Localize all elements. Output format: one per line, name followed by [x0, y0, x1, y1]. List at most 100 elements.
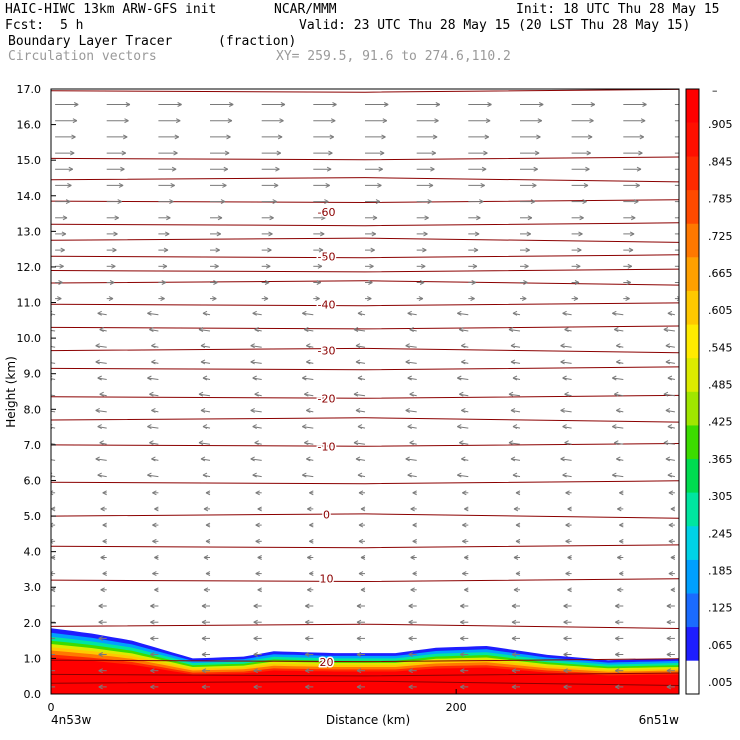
vector-head — [410, 506, 415, 512]
vector-head — [98, 635, 103, 641]
vector-head — [667, 375, 673, 381]
vector-head — [306, 343, 311, 349]
vector-head — [412, 522, 417, 528]
temperature-contour-label: 10 — [320, 572, 334, 585]
vector-head — [255, 522, 260, 528]
vector-shaft — [95, 345, 107, 348]
vector-head — [405, 359, 410, 365]
vector-head — [151, 456, 156, 462]
temperature-contour-label: -30 — [318, 345, 336, 358]
vector-head — [480, 182, 485, 188]
colorbar-label: .305 — [708, 490, 733, 503]
vector-head — [667, 310, 673, 316]
vector-head — [358, 571, 364, 577]
vector-head — [305, 603, 310, 609]
vector-head — [635, 182, 640, 188]
vector-head — [510, 343, 516, 349]
vector-head — [629, 231, 635, 237]
vector-head — [330, 118, 336, 124]
vector-head — [253, 619, 258, 625]
vector-head — [582, 199, 587, 205]
vector-head — [100, 555, 105, 560]
vector-head — [253, 603, 258, 609]
vector-head — [164, 231, 170, 237]
vector-head — [485, 118, 491, 124]
vector-head — [202, 424, 208, 430]
vector-head — [72, 118, 78, 124]
vector-head — [435, 102, 441, 107]
vector-head — [614, 391, 619, 397]
vector-head — [149, 391, 154, 397]
vector-shaft — [147, 377, 159, 380]
vector-head — [615, 652, 620, 657]
vector-head — [319, 231, 325, 237]
vector-head — [113, 231, 118, 237]
vector-head — [377, 182, 382, 188]
vector-head — [460, 635, 465, 641]
vector-head — [510, 407, 516, 413]
vector-head — [356, 603, 362, 609]
vector-head — [617, 506, 622, 512]
vector-head — [412, 490, 417, 496]
isentrope-line — [51, 623, 679, 629]
vector-head — [203, 555, 209, 560]
vector-head — [567, 587, 572, 593]
vector-head — [512, 310, 518, 316]
vector-head — [587, 134, 593, 140]
vector-head — [515, 522, 521, 528]
vector-head — [382, 118, 388, 124]
vector-head — [615, 668, 620, 674]
xy-range: XY= 259.5, 91.6 to 274.6,110.2 — [276, 49, 511, 64]
vector-head — [147, 375, 152, 381]
vector-head — [562, 424, 567, 430]
vector-head — [612, 472, 617, 478]
isentrope-line — [51, 302, 679, 307]
vector-head — [214, 263, 219, 269]
vector-head — [205, 522, 211, 528]
vector-head — [617, 555, 622, 560]
vector-head — [150, 635, 155, 641]
vector-head — [408, 635, 413, 641]
vector-head — [205, 538, 211, 544]
isentrope-line — [51, 156, 679, 161]
vector-head — [408, 619, 413, 625]
vector-head — [318, 247, 324, 253]
vector-head — [272, 199, 277, 205]
vector-head — [663, 440, 669, 446]
vector-head — [152, 490, 157, 496]
vector-head — [46, 344, 50, 348]
vector-head — [563, 635, 568, 641]
vector-head — [356, 668, 362, 674]
y-tick-label: 11.0 — [17, 297, 42, 310]
vector-head — [585, 166, 590, 172]
vector-head — [112, 247, 117, 253]
vector-head — [150, 684, 155, 690]
vector-head — [615, 619, 620, 625]
vector-head — [360, 506, 366, 512]
vector-head — [201, 652, 207, 657]
vector-head — [640, 118, 646, 124]
vector-shaft — [250, 409, 262, 413]
vector-head — [586, 150, 591, 156]
vector-head — [461, 343, 466, 349]
vector-shaft — [95, 458, 107, 461]
vector-head — [198, 327, 204, 332]
colorbar-label: .725 — [708, 230, 733, 243]
vector-head — [562, 310, 567, 316]
vector-head — [407, 424, 412, 430]
vector-head — [424, 215, 429, 221]
vector-shaft — [51, 410, 56, 413]
vector-head — [515, 490, 521, 496]
vector-head — [250, 407, 255, 413]
isentrope-line — [51, 366, 679, 371]
vector-head — [324, 199, 329, 205]
y-tick-label: 2.0 — [24, 617, 42, 630]
vector-head — [252, 310, 257, 316]
vector-head — [95, 407, 100, 413]
vector-head — [628, 247, 634, 253]
isentropes — [51, 89, 679, 686]
vector-head — [201, 603, 207, 609]
vector-head — [356, 619, 362, 625]
vector-head — [252, 424, 257, 430]
vector-head — [525, 247, 530, 253]
